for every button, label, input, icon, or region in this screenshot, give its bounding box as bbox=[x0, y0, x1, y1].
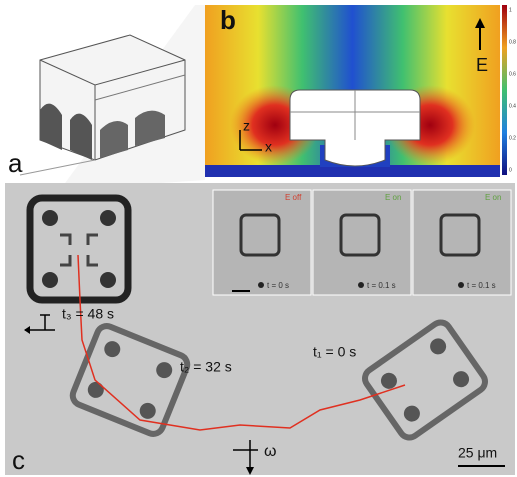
colorbar-tick: 0.8 bbox=[509, 39, 516, 45]
colorbar-tick: 1 bbox=[509, 7, 512, 13]
panel-b: b E z x 1 0.8 0.6 0.4 0.2 0 bbox=[205, 5, 516, 177]
inset-frame bbox=[412, 189, 512, 296]
time-label: t₃ = 48 s bbox=[62, 306, 114, 322]
inset-time: t = 0 s bbox=[267, 281, 289, 290]
scale-bar-label: 25 μm bbox=[458, 445, 497, 461]
inset-state: E on bbox=[485, 193, 501, 202]
inset-marker bbox=[358, 282, 364, 288]
inset-marker bbox=[458, 282, 464, 288]
inset-particle bbox=[239, 213, 281, 257]
panel-label: c bbox=[12, 445, 25, 475]
colorbar-tick: 0.2 bbox=[509, 135, 516, 141]
axis-label: x bbox=[265, 139, 272, 155]
inset-particle bbox=[339, 213, 381, 257]
inset-time: t = 0.1 s bbox=[467, 281, 496, 290]
colorbar-tick: 0.4 bbox=[509, 103, 516, 109]
panel-c: E off t = 0 s E on t = 0.1 s E on t = 0.1 s c… bbox=[5, 183, 515, 475]
time-label: t₂ = 32 s bbox=[180, 359, 232, 375]
inset-state: E off bbox=[285, 193, 302, 202]
inset-marker bbox=[258, 282, 264, 288]
inset-frame bbox=[312, 189, 412, 296]
colorbar-tick: 0.6 bbox=[509, 71, 516, 77]
inset-frame bbox=[212, 189, 312, 296]
inset-particle bbox=[439, 213, 481, 257]
colorbar-tick: 0 bbox=[509, 167, 512, 173]
panel-a: a bbox=[8, 5, 205, 190]
panel-label: a bbox=[8, 148, 23, 178]
rotation-label: ω bbox=[264, 443, 277, 460]
time-label: t₁ = 0 s bbox=[313, 344, 356, 360]
panel-label: b bbox=[220, 5, 236, 35]
inset-time: t = 0.1 s bbox=[367, 281, 396, 290]
inset-state: E on bbox=[385, 193, 401, 202]
axis-label: z bbox=[243, 118, 250, 134]
field-label: E bbox=[476, 55, 488, 75]
